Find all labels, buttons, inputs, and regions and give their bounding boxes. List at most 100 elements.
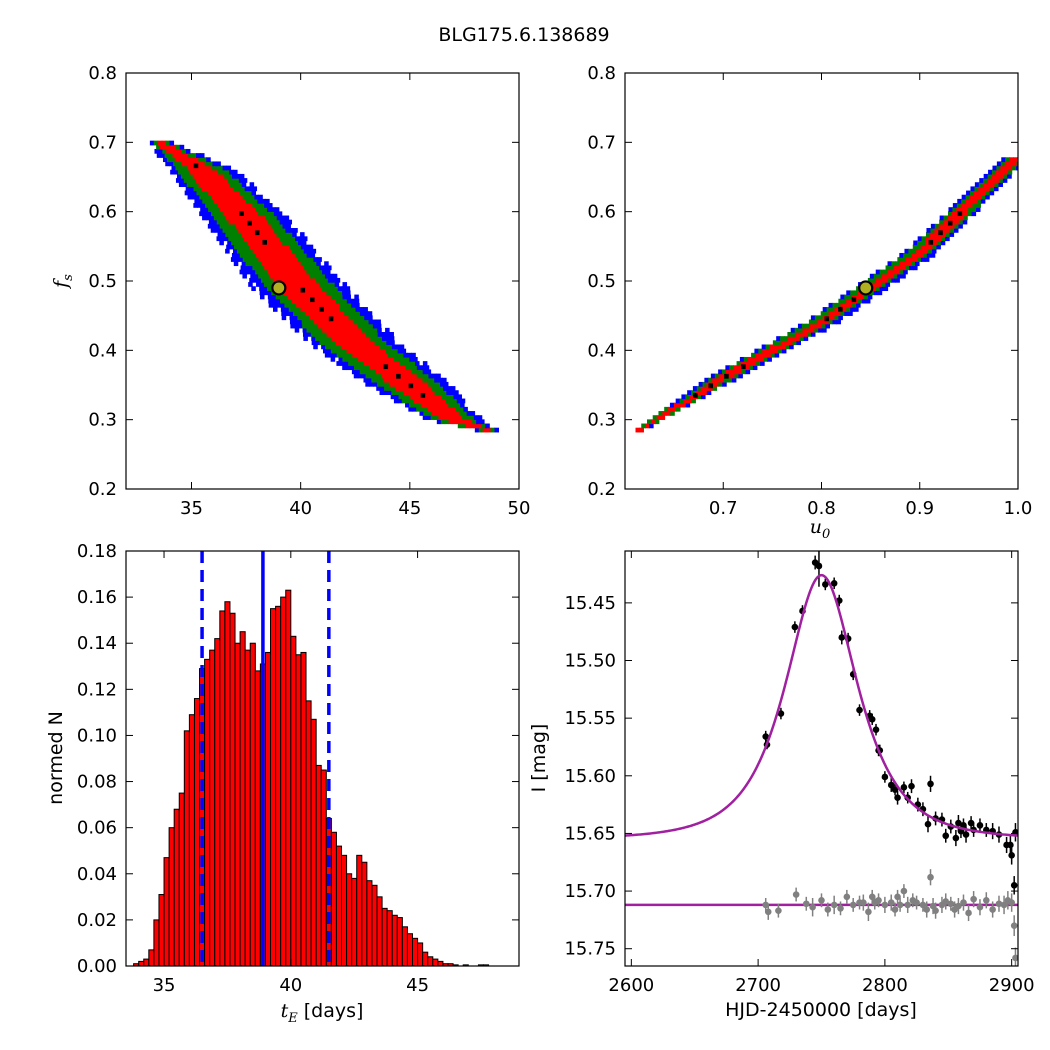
density-cell-inner: [383, 377, 388, 383]
secondary-data-point: [976, 903, 984, 911]
density-cell-inner: [253, 215, 258, 221]
density-cell-mid: [298, 252, 304, 258]
density-cell-mid: [664, 406, 669, 412]
density-cell-outer: [160, 153, 166, 158]
density-cell-mid: [313, 273, 318, 279]
main-data-point: [1007, 841, 1014, 849]
histogram-bar: [244, 649, 251, 966]
density-cell-inner: [200, 161, 206, 167]
density-cell-mid: [384, 381, 390, 387]
density-cell-mid: [310, 332, 316, 337]
density-cell-inner: [299, 265, 305, 271]
x-tick-label: 40: [279, 975, 302, 996]
density-cell-outer: [901, 273, 906, 279]
secondary-data-point: [849, 901, 857, 909]
density-cell-outer: [332, 273, 338, 279]
density-cell-mid: [302, 252, 308, 258]
density-cell-inner: [281, 273, 287, 279]
density-cell-outer: [875, 269, 881, 275]
density-cell-inner: [881, 273, 887, 279]
density-cell-inner: [254, 240, 260, 246]
density-cell-mid: [449, 394, 455, 400]
density-cell-mid: [187, 178, 193, 183]
density-cell-inner: [745, 365, 750, 371]
density-cell-inner: [955, 215, 960, 221]
density-cell-inner: [366, 348, 371, 354]
density-cell-inner: [267, 236, 273, 242]
density-cell-outer: [363, 311, 369, 316]
density-cell-mid: [283, 298, 289, 304]
density-cell-inner: [262, 257, 267, 262]
density-cell-inner: [239, 223, 244, 229]
density-cell-inner: [321, 319, 326, 325]
secondary-data-point: [818, 896, 825, 904]
density-cell-inner: [464, 419, 469, 425]
density-cell-outer: [303, 336, 308, 341]
density-cell-outer: [165, 161, 170, 167]
density-cell-mid: [180, 173, 186, 179]
density-cell-outer: [704, 377, 709, 383]
density-cell-outer: [885, 282, 891, 287]
density-cell-outer: [353, 373, 359, 379]
density-cell-outer: [692, 386, 698, 391]
density-cell-mid: [384, 386, 389, 391]
density-cell-inner: [217, 186, 222, 192]
density-cell-mid: [317, 273, 322, 279]
density-cell-mid: [424, 406, 429, 412]
density-cell-outer: [189, 186, 195, 192]
density-cell-inner: [366, 340, 372, 346]
density-cell-outer: [376, 319, 381, 325]
density-cell-outer: [307, 248, 313, 254]
density-cell-outer: [292, 232, 297, 237]
density-cell-mid: [328, 344, 334, 350]
density-cell-inner: [378, 348, 383, 354]
density-cell-mid: [338, 294, 344, 300]
density-cell-mid: [262, 211, 267, 217]
histogram-bar: [178, 792, 185, 966]
density-cell-inner: [246, 240, 252, 246]
density-cell-outer: [324, 273, 330, 279]
density-cell-outer: [229, 169, 234, 175]
density-cell-mid: [239, 240, 244, 246]
x-tick-label: 50: [508, 498, 531, 519]
density-cell-mid: [340, 352, 346, 358]
density-cell-outer: [380, 386, 385, 391]
density-cell-mid: [1021, 157, 1026, 162]
histogram-bar: [320, 769, 327, 966]
density-cell-inner: [287, 265, 293, 271]
density-cell-outer: [897, 273, 902, 279]
density-cell-mid: [360, 319, 366, 325]
density-cell-inner: [317, 323, 323, 329]
density-cell-inner: [201, 186, 206, 192]
density-cell-best: [851, 297, 857, 303]
density-cell-outer: [185, 148, 191, 154]
density-cell-outer: [649, 423, 654, 429]
density-cell-outer: [248, 265, 253, 271]
density-cell-mid: [356, 315, 361, 321]
density-cell-inner: [300, 307, 306, 312]
density-cell-inner: [166, 148, 171, 154]
density-cell-mid: [339, 302, 344, 308]
density-cell-mid: [226, 228, 231, 233]
density-cell-best: [693, 393, 698, 398]
density-cell-inner: [341, 327, 347, 333]
density-cell-outer: [364, 315, 369, 321]
density-cell-outer: [386, 340, 391, 346]
density-cell-mid: [326, 336, 332, 341]
density-cell-outer: [899, 252, 904, 258]
density-cell-outer: [162, 157, 168, 163]
density-cell-inner: [199, 178, 205, 183]
histogram-bar: [234, 642, 241, 966]
density-cell-mid: [958, 219, 964, 225]
histogram-bar: [270, 608, 277, 966]
density-cell-mid: [252, 265, 257, 271]
density-cell-inner: [191, 165, 196, 171]
density-cell-outer: [867, 294, 873, 300]
density-cell-outer: [298, 323, 303, 329]
histogram-bar: [148, 949, 155, 966]
density-cell-inner: [828, 311, 834, 316]
density-cell-inner: [289, 257, 295, 262]
density-cell-mid: [403, 361, 408, 366]
density-cell-mid: [916, 257, 922, 262]
density-cell-mid: [369, 327, 374, 333]
